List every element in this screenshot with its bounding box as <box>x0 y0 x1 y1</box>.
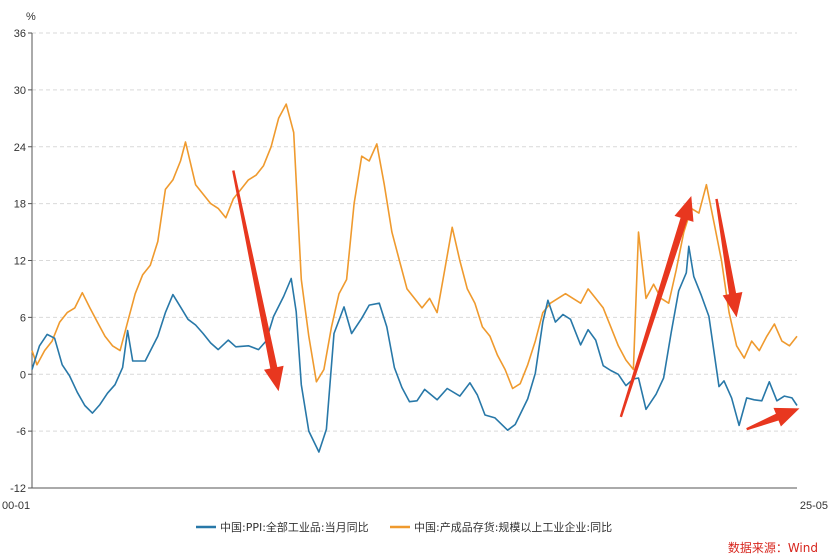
chart-axes: 363024181260-6-1200-0101-1203-1205-1207-… <box>2 28 828 512</box>
y-tick-label: -12 <box>10 483 26 495</box>
chart-legend: 中国:PPI:全部工业品:当月同比 中国:产成品存货:规模以上工业企业:同比 <box>196 520 612 534</box>
y-tick-label: 6 <box>20 312 26 324</box>
y-tick-label: 30 <box>14 85 26 97</box>
y-axis-unit-label: % <box>26 11 36 23</box>
x-tick-label: 00-01 <box>2 500 30 512</box>
y-tick-label: 12 <box>14 256 26 268</box>
y-tick-label: 0 <box>20 369 26 381</box>
series-line-inventory <box>31 103 798 390</box>
y-tick-label: -6 <box>16 426 26 438</box>
chart-series <box>31 103 798 453</box>
source-note: 数据来源：Wind <box>728 540 818 555</box>
annotation-arrow <box>232 170 284 392</box>
legend-label: 中国:PPI:全部工业品:当月同比 <box>220 520 369 534</box>
annotation-arrow <box>746 407 800 431</box>
y-tick-label: 24 <box>14 142 26 154</box>
y-tick-label: 36 <box>14 28 26 40</box>
chart-annotations <box>232 170 800 431</box>
annotation-arrow <box>715 198 743 318</box>
annotation-arrow <box>619 196 694 418</box>
y-tick-label: 18 <box>14 199 26 211</box>
chart-grid <box>32 32 797 489</box>
legend-label: 中国:产成品存货:规模以上工业企业:同比 <box>414 520 612 534</box>
x-tick-label: 25-05 <box>800 500 828 512</box>
series-line-ppi <box>31 245 798 453</box>
